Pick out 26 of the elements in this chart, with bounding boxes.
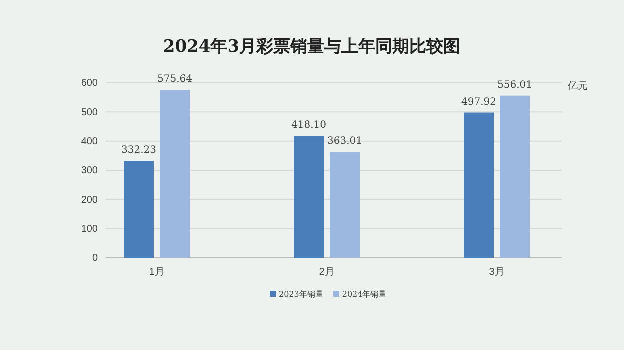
data-label: 556.01 — [498, 80, 532, 91]
bar — [160, 90, 190, 258]
x-tick-label: 1月 — [149, 267, 165, 278]
bar — [464, 112, 494, 258]
data-label: 418.10 — [292, 120, 326, 132]
legend-label: 2024年销量 — [342, 290, 387, 299]
bar — [500, 96, 530, 258]
text: 亿元 — [567, 81, 588, 92]
x-tick-label: 3月 — [489, 267, 505, 278]
y-tick-label: 600 — [81, 78, 98, 90]
y-tick-label: 400 — [81, 136, 98, 148]
legend-label: 2023年销量 — [279, 290, 324, 299]
bar — [124, 161, 154, 258]
data-label: 363.01 — [328, 136, 362, 148]
y-tick-label: 100 — [81, 224, 98, 236]
data-label: 332.23 — [122, 145, 156, 156]
bar — [330, 152, 360, 258]
data-label: 575.64 — [158, 74, 192, 86]
y-tick-label: 0 — [92, 253, 98, 264]
y-tick-label: 300 — [81, 166, 98, 177]
y-tick-label: 500 — [81, 107, 98, 118]
x-tick-label: 2月 — [319, 267, 335, 278]
y-tick-label: 200 — [81, 194, 98, 206]
data-label: 497.92 — [462, 96, 496, 108]
chart-title: 2024年3月彩票销量与上年同期比较图 — [163, 37, 461, 57]
bar — [294, 136, 324, 258]
